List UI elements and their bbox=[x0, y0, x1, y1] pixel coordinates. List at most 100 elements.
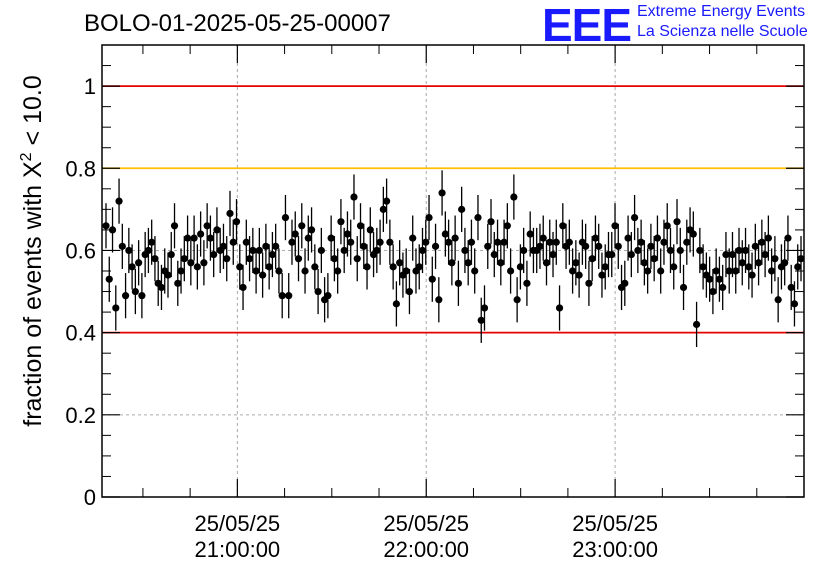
data-point bbox=[190, 234, 198, 242]
data-point bbox=[144, 246, 153, 255]
data-point bbox=[738, 259, 746, 267]
data-point bbox=[115, 197, 123, 205]
data-point bbox=[706, 275, 714, 283]
data-point bbox=[542, 259, 551, 267]
data-point bbox=[761, 250, 769, 259]
data-point bbox=[193, 263, 201, 271]
data-point bbox=[102, 222, 110, 230]
data-point bbox=[741, 246, 750, 255]
data-point bbox=[585, 279, 593, 287]
data-point bbox=[461, 246, 469, 255]
data-point bbox=[699, 263, 707, 271]
data-point bbox=[291, 230, 299, 238]
data-point bbox=[213, 226, 221, 234]
y-axis-title: fraction of events with X2 < 10.0 bbox=[18, 75, 47, 426]
data-point bbox=[383, 197, 391, 205]
data-point bbox=[754, 259, 763, 267]
data-point bbox=[445, 238, 453, 246]
data-point bbox=[503, 222, 511, 230]
data-point bbox=[219, 242, 228, 250]
data-point bbox=[497, 259, 505, 267]
data-point bbox=[797, 255, 805, 263]
data-point bbox=[197, 230, 205, 238]
data-point bbox=[435, 296, 443, 304]
data-point bbox=[121, 292, 130, 300]
data-point bbox=[334, 267, 342, 275]
data-point bbox=[624, 234, 632, 242]
data-point bbox=[751, 242, 759, 250]
data-point bbox=[627, 250, 635, 259]
data-point bbox=[696, 246, 704, 255]
data-point bbox=[431, 242, 440, 250]
y-tick-label: 0 bbox=[84, 485, 96, 510]
data-point bbox=[650, 255, 658, 263]
data-point bbox=[118, 242, 126, 250]
data-point bbox=[343, 230, 352, 238]
data-point bbox=[451, 234, 459, 242]
data-point bbox=[252, 267, 260, 275]
data-point bbox=[467, 238, 476, 246]
data-point bbox=[787, 283, 795, 292]
data-point bbox=[330, 255, 339, 263]
data-point bbox=[790, 300, 799, 308]
data-point bbox=[513, 296, 521, 304]
data-point bbox=[539, 234, 547, 242]
data-point bbox=[347, 238, 355, 246]
data-point bbox=[559, 222, 567, 230]
data-point bbox=[591, 234, 600, 242]
data-point bbox=[164, 271, 172, 279]
y-tick-label: 1 bbox=[84, 74, 96, 99]
data-point bbox=[135, 259, 143, 267]
data-point bbox=[314, 287, 322, 296]
data-point bbox=[653, 234, 662, 242]
data-point bbox=[275, 267, 283, 275]
data-point bbox=[670, 263, 678, 271]
logo-text-line-1: Extreme Energy Events bbox=[637, 3, 806, 20]
data-point bbox=[748, 271, 756, 279]
data-point bbox=[268, 250, 277, 259]
data-point bbox=[229, 238, 237, 246]
data-points bbox=[102, 170, 805, 348]
data-point bbox=[630, 213, 639, 222]
data-point bbox=[781, 259, 789, 267]
x-tick-date: 25/05/25 bbox=[383, 511, 469, 536]
data-point bbox=[640, 259, 648, 267]
data-point bbox=[552, 238, 560, 246]
data-point bbox=[575, 271, 583, 279]
data-point bbox=[676, 246, 684, 255]
data-point bbox=[170, 222, 179, 230]
data-point bbox=[105, 275, 113, 283]
data-point bbox=[223, 255, 231, 263]
data-point bbox=[500, 238, 508, 246]
data-point bbox=[692, 320, 701, 329]
data-point bbox=[611, 222, 619, 230]
data-point bbox=[304, 234, 312, 242]
data-point bbox=[409, 234, 417, 242]
data-point bbox=[210, 250, 218, 259]
data-point bbox=[774, 296, 782, 304]
data-point bbox=[265, 263, 273, 271]
data-point bbox=[272, 242, 280, 250]
data-point bbox=[764, 234, 772, 242]
data-point bbox=[477, 316, 485, 324]
data-point bbox=[493, 238, 502, 246]
data-point bbox=[484, 242, 492, 250]
data-point bbox=[487, 218, 495, 226]
data-point bbox=[516, 263, 524, 271]
data-point bbox=[598, 271, 606, 279]
x-tick-date: 25/05/25 bbox=[572, 511, 658, 536]
data-point bbox=[112, 304, 120, 312]
data-point bbox=[294, 255, 303, 263]
data-point bbox=[206, 234, 215, 242]
data-point bbox=[523, 279, 531, 287]
data-point bbox=[125, 246, 133, 255]
data-point bbox=[249, 246, 257, 255]
data-point bbox=[448, 259, 456, 267]
data-point bbox=[745, 263, 753, 271]
data-point bbox=[392, 300, 400, 308]
y-tick-label: 0.4 bbox=[65, 321, 96, 346]
data-point bbox=[226, 209, 234, 218]
data-point bbox=[474, 213, 482, 222]
data-point bbox=[464, 259, 472, 267]
